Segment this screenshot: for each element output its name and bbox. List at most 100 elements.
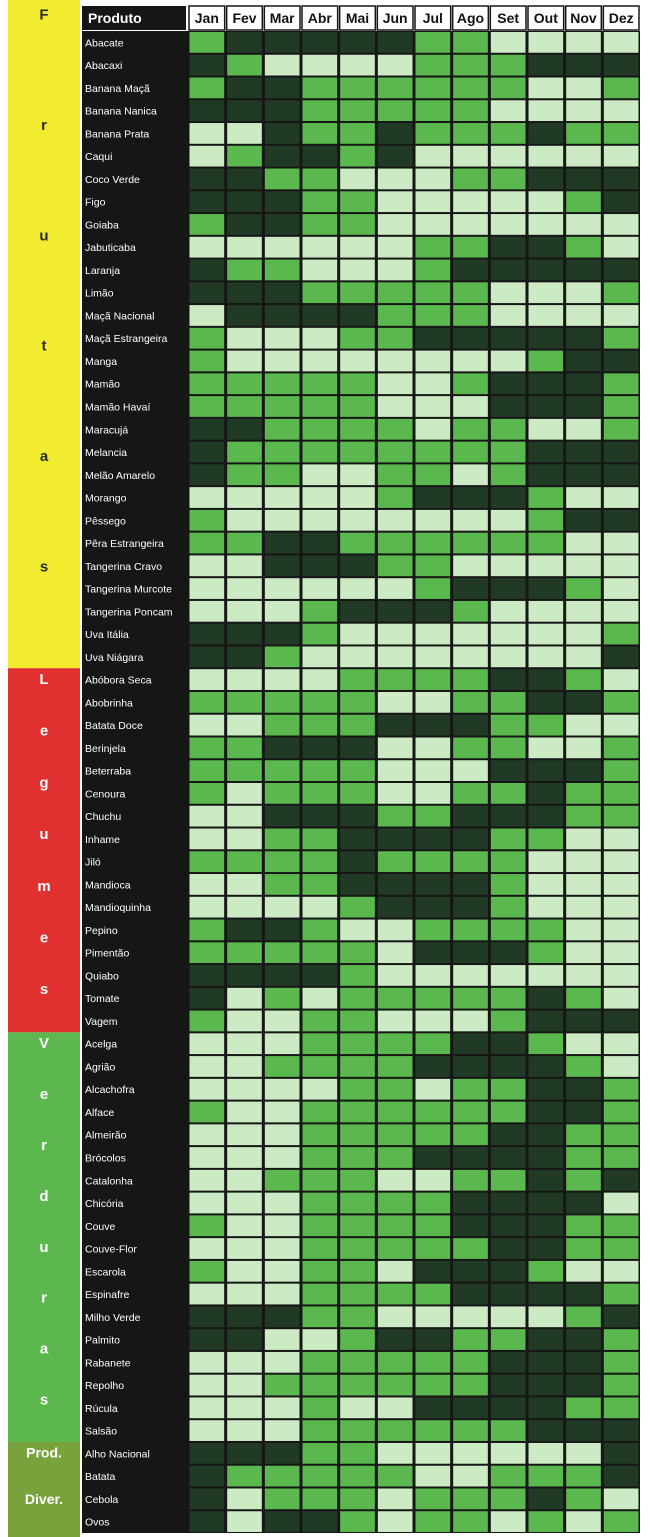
heat-cell-jan	[189, 1010, 225, 1032]
heat-cell-out	[528, 874, 564, 895]
heat-cell-jan	[189, 418, 225, 440]
month-header-cell	[489, 5, 527, 31]
heat-cell-fev	[227, 1420, 262, 1441]
heat-cell-mai	[340, 509, 375, 531]
heat-cell-ago	[453, 54, 488, 76]
heat-cell-nov	[566, 805, 601, 827]
heat-cell-jun	[377, 123, 413, 144]
heat-cell-nov	[566, 1101, 601, 1123]
heat-cell-ago	[453, 509, 488, 531]
heat-cell-ago	[453, 851, 488, 873]
product-name: Banana Nanica	[85, 106, 157, 118]
heat-cell-jun	[377, 350, 413, 372]
heat-cell-dez	[603, 874, 639, 895]
heat-cell-set	[490, 1169, 526, 1191]
heat-cell-nov	[566, 1420, 601, 1441]
product-name: Batata Doce	[85, 720, 143, 732]
heat-cell-nov	[566, 1147, 601, 1168]
heat-cell-dez	[603, 1465, 639, 1487]
heat-cell-set	[490, 828, 526, 850]
heat-cell-out	[528, 464, 564, 486]
heat-cell-mar	[264, 100, 300, 122]
heat-cell-dez	[603, 1169, 639, 1191]
heat-cell-mai	[340, 532, 375, 554]
heat-cell-abr	[302, 714, 338, 736]
heat-cell-ago	[453, 145, 488, 167]
heat-cell-fev	[227, 691, 262, 713]
heat-cell-jan	[189, 464, 225, 486]
heat-cell-mai	[340, 1147, 375, 1168]
heat-cell-jul	[415, 1238, 451, 1259]
product-name: Morango	[85, 493, 127, 505]
heat-cell-nov	[566, 1465, 601, 1487]
heat-cell-nov	[566, 54, 601, 76]
heat-cell-fev	[227, 145, 262, 167]
heat-cell-jun	[377, 851, 413, 873]
heat-cell-jul	[415, 350, 451, 372]
heat-cell-ago	[453, 874, 488, 895]
heat-cell-ago	[453, 1260, 488, 1282]
table-row-cebola: Cebola	[85, 1488, 639, 1510]
table-row-melao-amarelo: Melão Amarelo	[85, 464, 639, 486]
table-row-laranja: Laranja	[85, 259, 639, 281]
heat-cell-set	[490, 1511, 526, 1532]
heat-cell-abr	[302, 145, 338, 167]
heat-cell-ago	[453, 578, 488, 599]
heat-cell-jan	[189, 532, 225, 554]
heat-cell-abr	[302, 1283, 338, 1305]
table-row-palmito: Palmito	[85, 1329, 639, 1350]
heat-cell-abr	[302, 1442, 338, 1464]
table-row-alcachofra: Alcachofra	[85, 1078, 639, 1100]
heat-cell-jun	[377, 441, 413, 463]
heat-cell-fev	[227, 350, 262, 372]
heat-cell-ago	[453, 1056, 488, 1077]
heat-cell-jun	[377, 1465, 413, 1487]
heat-cell-set	[490, 396, 526, 417]
heat-cell-out	[528, 327, 564, 349]
heat-cell-jul	[415, 1420, 451, 1441]
heat-cell-abr	[302, 168, 338, 190]
heat-cell-jul	[415, 259, 451, 281]
heat-cell-jul	[415, 646, 451, 668]
heat-cell-set	[490, 896, 526, 918]
group-letter: a	[40, 448, 49, 465]
heat-cell-nov	[566, 350, 601, 372]
heat-cell-mar	[264, 1465, 300, 1487]
heat-cell-mar	[264, 214, 300, 235]
heat-cell-abr	[302, 191, 338, 213]
heat-cell-dez	[603, 987, 639, 1009]
heat-cell-mai	[340, 54, 375, 76]
heat-cell-jun	[377, 305, 413, 326]
heat-cell-ago	[453, 1465, 488, 1487]
heat-cell-abr	[302, 236, 338, 258]
heat-cell-set	[490, 214, 526, 235]
table-row-rucula: Rúcula	[85, 1397, 639, 1419]
heat-cell-mai	[340, 1329, 375, 1350]
heat-cell-dez	[603, 396, 639, 417]
heat-cell-mai	[340, 1033, 375, 1055]
heat-cell-dez	[603, 555, 639, 577]
product-name: Brócolos	[85, 1153, 126, 1165]
heat-cell-ago	[453, 669, 488, 690]
group-letter: t	[42, 338, 47, 355]
heat-cell-jul	[415, 714, 451, 736]
heat-cell-mai	[340, 555, 375, 577]
heat-cell-jan	[189, 214, 225, 235]
heat-cell-dez	[603, 123, 639, 144]
table-row-caqui: Caqui	[85, 145, 639, 167]
heat-cell-jan	[189, 487, 225, 508]
heat-cell-dez	[603, 965, 639, 986]
heat-cell-mar	[264, 851, 300, 873]
heat-cell-ago	[453, 532, 488, 554]
heat-cell-set	[490, 191, 526, 213]
heat-cell-set	[490, 737, 526, 759]
month-label-jul: Jul	[423, 10, 443, 26]
product-name: Coco Verde	[85, 174, 140, 186]
product-name: Berinjela	[85, 743, 126, 755]
heat-cell-jun	[377, 396, 413, 417]
heat-cell-out	[528, 123, 564, 144]
heat-cell-mai	[340, 783, 375, 804]
month-header-cell	[263, 5, 301, 31]
heat-cell-mai	[340, 1351, 375, 1373]
